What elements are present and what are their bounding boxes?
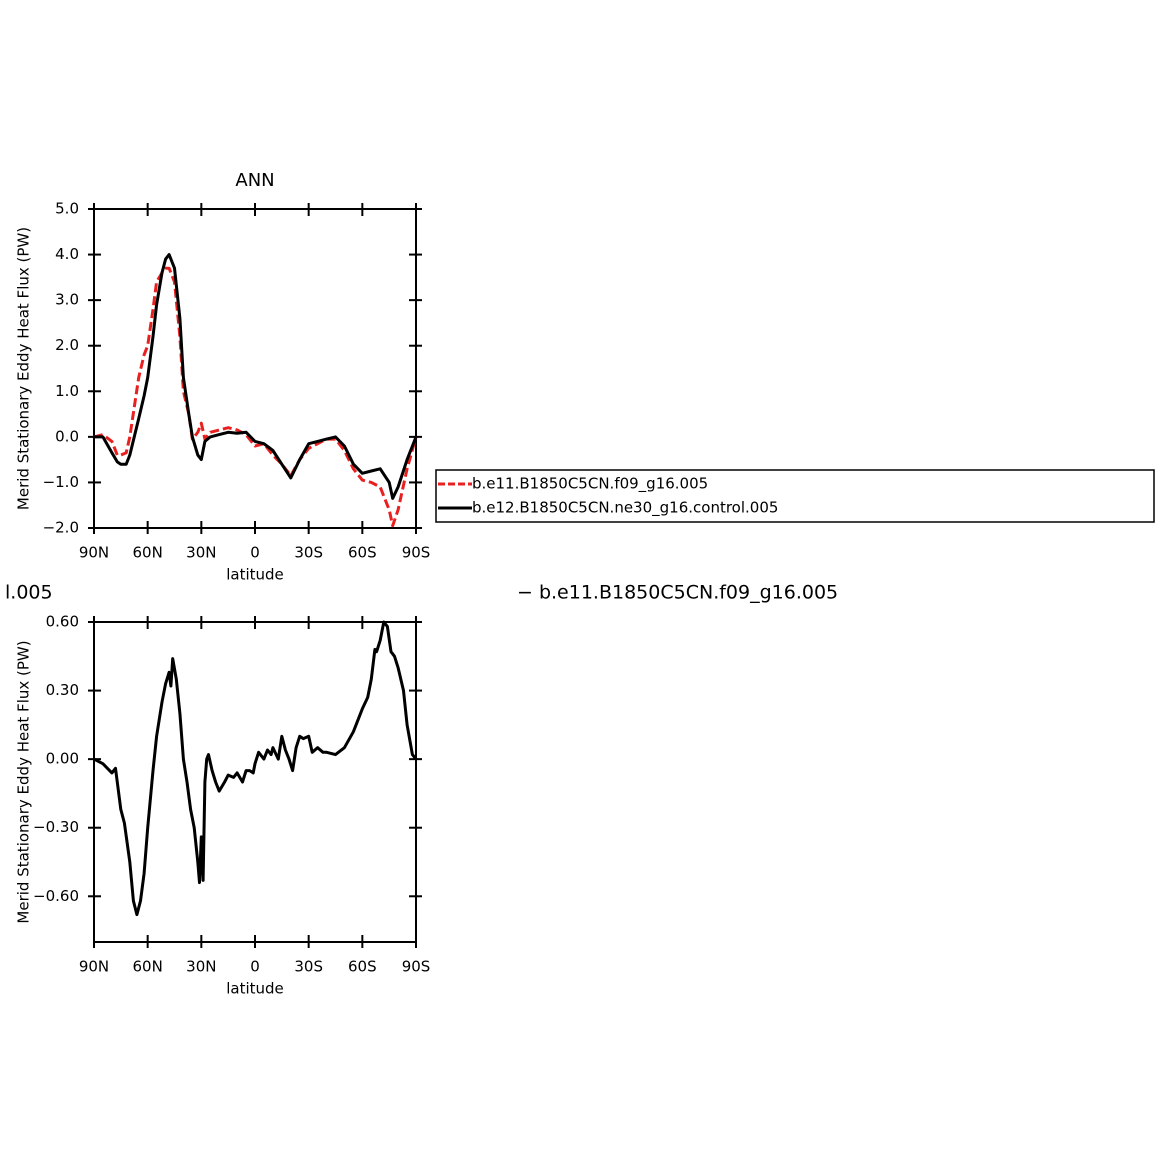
y-tick-label: −0.60	[33, 887, 79, 905]
y-axis-label: Merid Stationary Eddy Heat Flux (PW)	[15, 227, 33, 510]
y-tick-label: 1.0	[55, 382, 79, 400]
x-tick-label: 90S	[402, 544, 431, 562]
legend-label: b.e12.B1850C5CN.ne30_g16.control.005	[472, 499, 778, 518]
plot-frame	[93, 208, 417, 529]
x-tick-label: 30S	[294, 544, 323, 562]
x-tick-label: 30N	[186, 958, 216, 976]
legend-box	[435, 469, 1155, 523]
chart-title-part: − b.e11.B1850C5CN.f09_g16.005	[517, 582, 838, 604]
x-tick-label: 60N	[133, 544, 163, 562]
chart-title-part: l.005	[5, 582, 53, 604]
x-tick-label: 60S	[348, 544, 377, 562]
x-tick-label: 90S	[402, 958, 431, 976]
y-axis-label: Merid Stationary Eddy Heat Flux (PW)	[15, 640, 33, 923]
y-tick-label: −1.0	[43, 473, 79, 491]
x-tick-label: 60N	[133, 958, 163, 976]
y-tick-label: 3.0	[55, 291, 79, 309]
data-line	[94, 253, 418, 500]
plot-frame	[93, 621, 417, 943]
data-line	[93, 266, 418, 528]
y-tick-label: 0.30	[46, 681, 79, 699]
x-tick-label: 30N	[186, 544, 216, 562]
y-tick-label: 4.0	[55, 245, 79, 263]
x-axis-label: latitude	[226, 980, 284, 998]
x-tick-label: 30S	[294, 958, 323, 976]
x-tick-label: 0	[250, 958, 260, 976]
y-tick-label: 0.0	[55, 427, 79, 445]
y-tick-label: 5.0	[55, 200, 79, 218]
x-tick-label: 90N	[79, 544, 109, 562]
data-line	[93, 620, 418, 917]
x-tick-label: 90N	[79, 958, 109, 976]
x-tick-label: 60S	[348, 958, 377, 976]
y-tick-label: −2.0	[43, 519, 79, 537]
y-tick-label: 0.00	[46, 750, 79, 768]
x-tick-label: 0	[250, 544, 260, 562]
y-tick-label: 2.0	[55, 336, 79, 354]
y-tick-label: −0.30	[33, 818, 79, 836]
chart-title: ANN	[235, 170, 274, 191]
y-tick-label: 0.60	[46, 613, 79, 631]
legend-label: b.e11.B1850C5CN.f09_g16.005	[472, 475, 708, 494]
x-axis-label: latitude	[226, 566, 284, 584]
